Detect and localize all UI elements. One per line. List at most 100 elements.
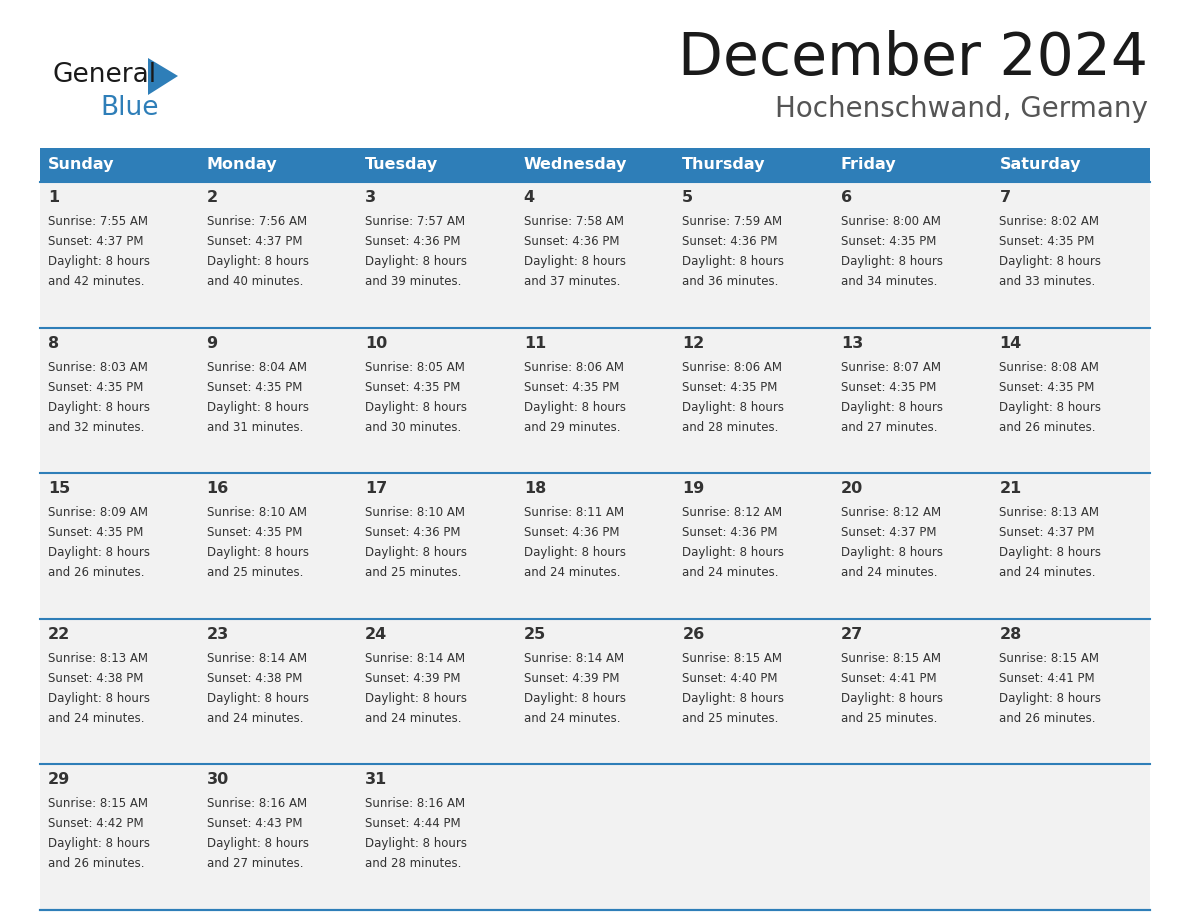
Text: Sunset: 4:39 PM: Sunset: 4:39 PM <box>365 672 461 685</box>
Text: and 31 minutes.: and 31 minutes. <box>207 420 303 433</box>
Bar <box>198 619 358 765</box>
Text: Daylight: 8 hours: Daylight: 8 hours <box>682 692 784 705</box>
Text: Sunrise: 8:15 AM: Sunrise: 8:15 AM <box>682 652 782 665</box>
Text: Sunset: 4:35 PM: Sunset: 4:35 PM <box>841 235 936 248</box>
Text: Monday: Monday <box>207 158 277 173</box>
Text: Sunrise: 8:12 AM: Sunrise: 8:12 AM <box>841 506 941 520</box>
Bar <box>992 182 1150 328</box>
Text: 29: 29 <box>48 772 70 788</box>
Bar <box>992 765 1150 910</box>
Text: Daylight: 8 hours: Daylight: 8 hours <box>365 837 467 850</box>
Text: Sunrise: 8:06 AM: Sunrise: 8:06 AM <box>524 361 624 374</box>
Text: and 26 minutes.: and 26 minutes. <box>48 566 145 579</box>
Text: Daylight: 8 hours: Daylight: 8 hours <box>207 546 309 559</box>
Text: Sunset: 4:37 PM: Sunset: 4:37 PM <box>48 235 144 248</box>
Text: 26: 26 <box>682 627 704 642</box>
Text: Sunset: 4:37 PM: Sunset: 4:37 PM <box>999 526 1095 539</box>
Bar <box>40 148 1150 182</box>
Bar <box>40 182 198 328</box>
Text: 5: 5 <box>682 190 694 205</box>
Bar <box>992 328 1150 473</box>
Text: Sunrise: 8:16 AM: Sunrise: 8:16 AM <box>207 798 307 811</box>
Text: 13: 13 <box>841 336 864 351</box>
Text: Sunset: 4:37 PM: Sunset: 4:37 PM <box>841 526 936 539</box>
Text: 2: 2 <box>207 190 217 205</box>
Text: Daylight: 8 hours: Daylight: 8 hours <box>999 692 1101 705</box>
Bar <box>198 182 358 328</box>
Text: Sunrise: 7:57 AM: Sunrise: 7:57 AM <box>365 215 466 228</box>
Text: Sunset: 4:41 PM: Sunset: 4:41 PM <box>841 672 936 685</box>
Text: Sunset: 4:37 PM: Sunset: 4:37 PM <box>207 235 302 248</box>
Text: 3: 3 <box>365 190 377 205</box>
Text: Sunrise: 8:14 AM: Sunrise: 8:14 AM <box>365 652 466 665</box>
Bar <box>198 765 358 910</box>
Text: Sunset: 4:35 PM: Sunset: 4:35 PM <box>207 381 302 394</box>
Text: and 24 minutes.: and 24 minutes. <box>524 566 620 579</box>
Text: and 26 minutes.: and 26 minutes. <box>48 857 145 870</box>
Bar <box>992 619 1150 765</box>
Text: Sunrise: 8:02 AM: Sunrise: 8:02 AM <box>999 215 1099 228</box>
Text: Sunrise: 8:14 AM: Sunrise: 8:14 AM <box>207 652 307 665</box>
Text: and 27 minutes.: and 27 minutes. <box>841 420 937 433</box>
Text: Daylight: 8 hours: Daylight: 8 hours <box>365 400 467 414</box>
Text: Sunrise: 8:08 AM: Sunrise: 8:08 AM <box>999 361 1099 374</box>
Bar <box>40 765 198 910</box>
Text: Sunrise: 8:13 AM: Sunrise: 8:13 AM <box>48 652 148 665</box>
Text: and 30 minutes.: and 30 minutes. <box>365 420 461 433</box>
Text: and 25 minutes.: and 25 minutes. <box>365 566 461 579</box>
Bar <box>516 619 675 765</box>
Text: Sunrise: 8:13 AM: Sunrise: 8:13 AM <box>999 506 1099 520</box>
Bar <box>198 473 358 619</box>
Text: Daylight: 8 hours: Daylight: 8 hours <box>207 400 309 414</box>
Text: and 36 minutes.: and 36 minutes. <box>682 275 778 288</box>
Text: Thursday: Thursday <box>682 158 766 173</box>
Text: 23: 23 <box>207 627 229 642</box>
Bar <box>675 473 833 619</box>
Text: 31: 31 <box>365 772 387 788</box>
Text: Sunset: 4:43 PM: Sunset: 4:43 PM <box>207 817 302 831</box>
Text: Daylight: 8 hours: Daylight: 8 hours <box>48 692 150 705</box>
Text: and 28 minutes.: and 28 minutes. <box>682 420 778 433</box>
Text: 10: 10 <box>365 336 387 351</box>
Text: and 34 minutes.: and 34 minutes. <box>841 275 937 288</box>
Bar <box>675 328 833 473</box>
Bar <box>516 328 675 473</box>
Bar <box>358 328 516 473</box>
Bar <box>675 182 833 328</box>
Text: 14: 14 <box>999 336 1022 351</box>
Text: Sunset: 4:44 PM: Sunset: 4:44 PM <box>365 817 461 831</box>
Text: Sunrise: 8:05 AM: Sunrise: 8:05 AM <box>365 361 465 374</box>
Text: Sunrise: 7:56 AM: Sunrise: 7:56 AM <box>207 215 307 228</box>
Bar <box>358 473 516 619</box>
Text: Daylight: 8 hours: Daylight: 8 hours <box>207 692 309 705</box>
Text: Sunrise: 8:07 AM: Sunrise: 8:07 AM <box>841 361 941 374</box>
Bar <box>516 473 675 619</box>
Text: Daylight: 8 hours: Daylight: 8 hours <box>48 546 150 559</box>
Text: Friday: Friday <box>841 158 897 173</box>
Text: Daylight: 8 hours: Daylight: 8 hours <box>207 837 309 850</box>
Text: Daylight: 8 hours: Daylight: 8 hours <box>682 255 784 268</box>
Bar <box>358 619 516 765</box>
Bar <box>198 328 358 473</box>
Bar <box>358 182 516 328</box>
Text: Daylight: 8 hours: Daylight: 8 hours <box>999 400 1101 414</box>
Text: and 25 minutes.: and 25 minutes. <box>207 566 303 579</box>
Text: Sunset: 4:38 PM: Sunset: 4:38 PM <box>207 672 302 685</box>
Text: Sunrise: 8:12 AM: Sunrise: 8:12 AM <box>682 506 783 520</box>
Text: Daylight: 8 hours: Daylight: 8 hours <box>365 546 467 559</box>
Text: Sunrise: 8:03 AM: Sunrise: 8:03 AM <box>48 361 147 374</box>
Text: Tuesday: Tuesday <box>365 158 438 173</box>
Text: 9: 9 <box>207 336 217 351</box>
Text: Sunrise: 8:06 AM: Sunrise: 8:06 AM <box>682 361 782 374</box>
Text: and 24 minutes.: and 24 minutes. <box>841 566 937 579</box>
Text: and 28 minutes.: and 28 minutes. <box>365 857 461 870</box>
Text: Daylight: 8 hours: Daylight: 8 hours <box>841 255 943 268</box>
Text: 22: 22 <box>48 627 70 642</box>
Text: Sunset: 4:36 PM: Sunset: 4:36 PM <box>365 526 461 539</box>
Text: 4: 4 <box>524 190 535 205</box>
Text: 27: 27 <box>841 627 864 642</box>
Text: Sunset: 4:35 PM: Sunset: 4:35 PM <box>999 381 1095 394</box>
Text: and 39 minutes.: and 39 minutes. <box>365 275 461 288</box>
Text: Sunrise: 8:16 AM: Sunrise: 8:16 AM <box>365 798 466 811</box>
Text: 12: 12 <box>682 336 704 351</box>
